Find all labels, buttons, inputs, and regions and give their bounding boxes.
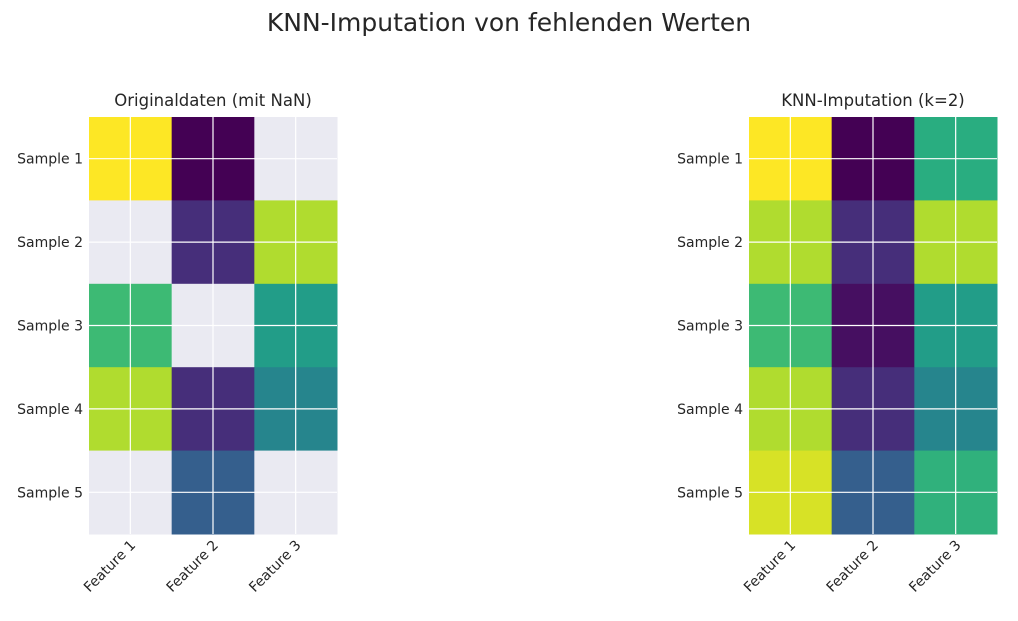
y-tick-label: Sample 2 — [17, 235, 83, 251]
heatmap-panel-2: KNN-Imputation (k=2) Sample 1 Sample 2 Samp… — [677, 91, 998, 596]
y-tick-label: Sample 1 — [677, 152, 743, 168]
panel-title: Originaldaten (mit NaN) — [114, 91, 312, 110]
y-tick-label: Sample 4 — [677, 402, 743, 418]
y-tick-label: Sample 3 — [17, 319, 83, 335]
figure-title: KNN-Imputation von fehlenden Werten — [266, 8, 752, 37]
y-tick-label: Sample 3 — [677, 319, 743, 335]
x-tick-label: Feature 3 — [906, 538, 964, 596]
panel-title: KNN-Imputation (k=2) — [781, 91, 965, 110]
heatmap-panel-1: Originaldaten (mit NaN) Sample 1 Sample 2 S… — [17, 91, 338, 596]
x-tick-label: Feature 2 — [164, 538, 222, 596]
x-tick-label: Feature 2 — [824, 538, 882, 596]
x-tick-label: Feature 3 — [246, 538, 304, 596]
y-tick-label: Sample 4 — [17, 402, 83, 418]
y-tick-label: Sample 1 — [17, 152, 83, 168]
x-tick-label: Feature 1 — [81, 538, 139, 596]
x-tick-label: Feature 1 — [741, 538, 799, 596]
y-tick-label: Sample 5 — [17, 485, 83, 501]
y-tick-label: Sample 5 — [677, 485, 743, 501]
y-tick-label: Sample 2 — [677, 235, 743, 251]
